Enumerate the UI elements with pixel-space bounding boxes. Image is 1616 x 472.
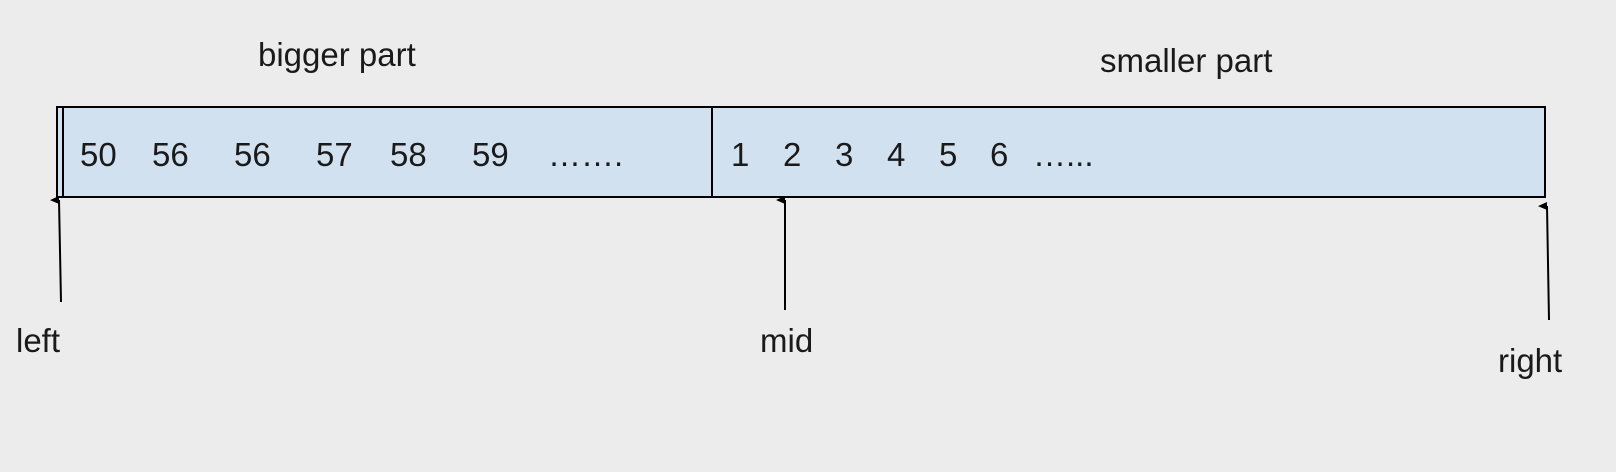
smaller-part-segment: 1 2 3 4 5 6 …... bbox=[713, 108, 1546, 196]
left-pointer-arrow bbox=[50, 196, 62, 303]
array-cell: 56 bbox=[152, 136, 189, 173]
array-cell: 5 bbox=[939, 136, 958, 173]
array-cell: 50 bbox=[80, 136, 117, 173]
array-left-edge bbox=[62, 108, 64, 196]
array-cell: 58 bbox=[390, 136, 427, 173]
array-ellipsis: ……. bbox=[548, 136, 624, 173]
array-cell: 3 bbox=[835, 136, 854, 173]
array-cell: 56 bbox=[234, 136, 271, 173]
mid-pointer-label: mid bbox=[760, 322, 814, 359]
array-bar: 50 56 56 57 58 59 ……. 1 2 3 4 5 6 …... bbox=[56, 106, 1546, 198]
array-cell: 2 bbox=[783, 136, 802, 173]
right-pointer-arrow bbox=[1538, 202, 1550, 321]
left-pointer-label: left bbox=[16, 322, 61, 359]
smaller-part-label: smaller part bbox=[1100, 42, 1273, 79]
array-cell: 1 bbox=[731, 136, 750, 173]
mid-divider bbox=[711, 108, 713, 196]
array-cell: 4 bbox=[887, 136, 906, 173]
array-ellipsis: …... bbox=[1033, 136, 1094, 173]
right-pointer-label: right bbox=[1498, 342, 1563, 379]
array-cell: 6 bbox=[990, 136, 1009, 173]
bigger-part-segment: 50 56 56 57 58 59 ……. bbox=[58, 108, 711, 196]
array-cell: 59 bbox=[472, 136, 509, 173]
bigger-part-label: bigger part bbox=[258, 36, 416, 73]
array-cell: 57 bbox=[316, 136, 353, 173]
